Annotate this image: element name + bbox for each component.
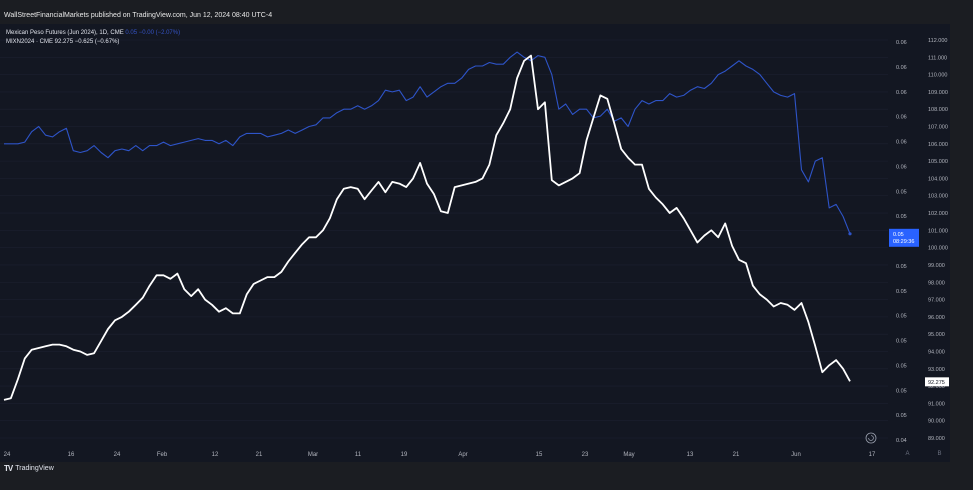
left-axis-tick-label: 0.05 <box>896 413 907 419</box>
price-chart[interactable]: 0.06 0.06 0.06 0.06 0.06 0.06 0.05 0.05 0.05 0.05… <box>0 24 950 462</box>
right-axis-tick-label: 91.000 <box>928 401 945 407</box>
peso-price-tag-countdown: 08:29:36 <box>893 239 914 245</box>
left-axis-tick-label: 0.05 <box>896 363 907 369</box>
time-axis-tick-label: 19 <box>401 452 408 458</box>
left-axis-tick-label: 0.06 <box>896 115 907 121</box>
peso-price-tag-value: 0.05 <box>893 232 904 238</box>
legend-series2-line: MIXN2024 · CME 92.275 −0.625 (−0.67%) <box>6 39 120 45</box>
time-axis-tick-label: 13 <box>687 452 694 458</box>
time-axis-tick-label: 12 <box>212 452 219 458</box>
right-axis-tick-label: 92.000 <box>928 384 945 390</box>
left-axis-tick-label: 0.06 <box>896 164 907 170</box>
last-price-dot <box>848 232 852 236</box>
chart-series <box>3 51 852 401</box>
time-axis: 24 16 24 Feb 12 21 Mar 11 19 Apr 15 23 May 13 21 Jun 17 <box>4 452 876 458</box>
left-axis-tick-label: 0.05 <box>896 339 907 345</box>
right-axis-tick-label: 102.000 <box>928 211 948 217</box>
right-axis-tick-label: 89.000 <box>928 436 945 442</box>
time-axis-tick-label: 23 <box>582 452 589 458</box>
time-axis-tick-label: Apr <box>458 452 467 458</box>
right-axis-tick-label: 104.000 <box>928 176 948 182</box>
time-axis-tick-label: 16 <box>68 452 75 458</box>
axis-auto-button[interactable]: A <box>905 451 910 457</box>
right-axis-tick-label: 94.000 <box>928 349 945 355</box>
right-axis-tick-label: 108.000 <box>928 107 948 113</box>
right-price-axis: 112.000 111.000 110.000 109.000 108.000 107.0… <box>928 38 948 442</box>
right-axis-tick-label: 101.000 <box>928 228 948 234</box>
time-axis-tick-label: 11 <box>355 452 362 458</box>
right-axis-tick-label: 103.000 <box>928 194 948 200</box>
reset-icon[interactable] <box>865 432 877 444</box>
chart-legend: Mexican Peso Futures (Jun 2024), 1D, CME… <box>6 29 180 47</box>
mixn-price-tag <box>925 377 949 387</box>
left-axis-tick-label: 0.05 <box>896 264 907 270</box>
mixn-price-tag-value: 92.275 <box>928 380 945 386</box>
time-axis-tick-label: Jun <box>791 452 801 458</box>
left-axis-tick-label: 0.05 <box>896 189 907 195</box>
left-axis-tick-label: 0.05 <box>896 314 907 320</box>
tradingview-logo-icon: TV <box>4 464 13 473</box>
right-axis-tick-label: 112.000 <box>928 38 947 44</box>
tradingview-brand: TradingView <box>15 465 54 472</box>
time-axis-tick-label: 21 <box>733 452 740 458</box>
right-axis-tick-label: 93.000 <box>928 367 945 373</box>
legend-series1-name: Mexican Peso Futures (Jun 2024), 1D, CME <box>6 30 124 36</box>
peso-price-tag <box>889 228 919 247</box>
chart-panel[interactable]: 0.06 0.06 0.06 0.06 0.06 0.06 0.05 0.05 0.05 0.05… <box>0 24 950 462</box>
right-axis-tick-label: 97.000 <box>928 298 945 304</box>
right-axis-tick-label: 105.000 <box>928 159 948 165</box>
right-axis-tick-label: 95.000 <box>928 332 945 338</box>
time-axis-tick-label: 15 <box>536 452 543 458</box>
time-axis-tick-label: May <box>623 452 634 458</box>
time-axis-tick-label: 17 <box>869 452 876 458</box>
time-axis-tick-label: 24 <box>4 452 11 458</box>
left-axis-tick-label: 0.06 <box>896 140 907 146</box>
axis-log-button[interactable]: B <box>937 451 942 457</box>
time-axis-tick-label: 24 <box>114 452 121 458</box>
time-axis-tick-label: Mar <box>308 452 318 458</box>
right-axis-tick-label: 96.000 <box>928 315 945 321</box>
right-axis-tick-label: 100.000 <box>928 246 948 252</box>
legend-series1-values: 0.05 −0.00 (−2.07%) <box>125 30 181 36</box>
right-axis-tick-label: 90.000 <box>928 419 945 425</box>
left-axis-tick-label: 0.06 <box>896 90 907 96</box>
right-axis-tick-label: 109.000 <box>928 90 948 96</box>
mixn-line <box>3 54 851 401</box>
time-axis-tick-label: Feb <box>157 452 168 458</box>
chart-grid <box>0 39 888 439</box>
left-axis-tick-label: 0.06 <box>896 65 907 71</box>
left-axis-tick-label: 0.05 <box>896 289 907 295</box>
tradingview-logo: TV TradingView <box>4 464 54 473</box>
right-axis-tick-label: 110.000 <box>928 73 947 79</box>
time-axis-tick-label: 21 <box>256 452 263 458</box>
right-axis-tick-label: 106.000 <box>928 142 948 148</box>
publisher-line: WallStreetFinancialMarkets published on … <box>4 12 273 19</box>
left-axis-tick-label: 0.06 <box>896 40 907 46</box>
right-axis-tick-label: 98.000 <box>928 280 945 286</box>
right-axis-tick-label: 111.000 <box>928 55 947 61</box>
right-axis-tick-label: 107.000 <box>928 125 948 131</box>
left-axis-tick-label: 0.05 <box>896 214 907 220</box>
peso-futures-line <box>4 51 851 235</box>
left-axis-tick-label: 0.04 <box>896 438 907 444</box>
left-axis-tick-label: 0.05 <box>896 388 907 394</box>
right-axis-tick-label: 99.000 <box>928 263 945 269</box>
